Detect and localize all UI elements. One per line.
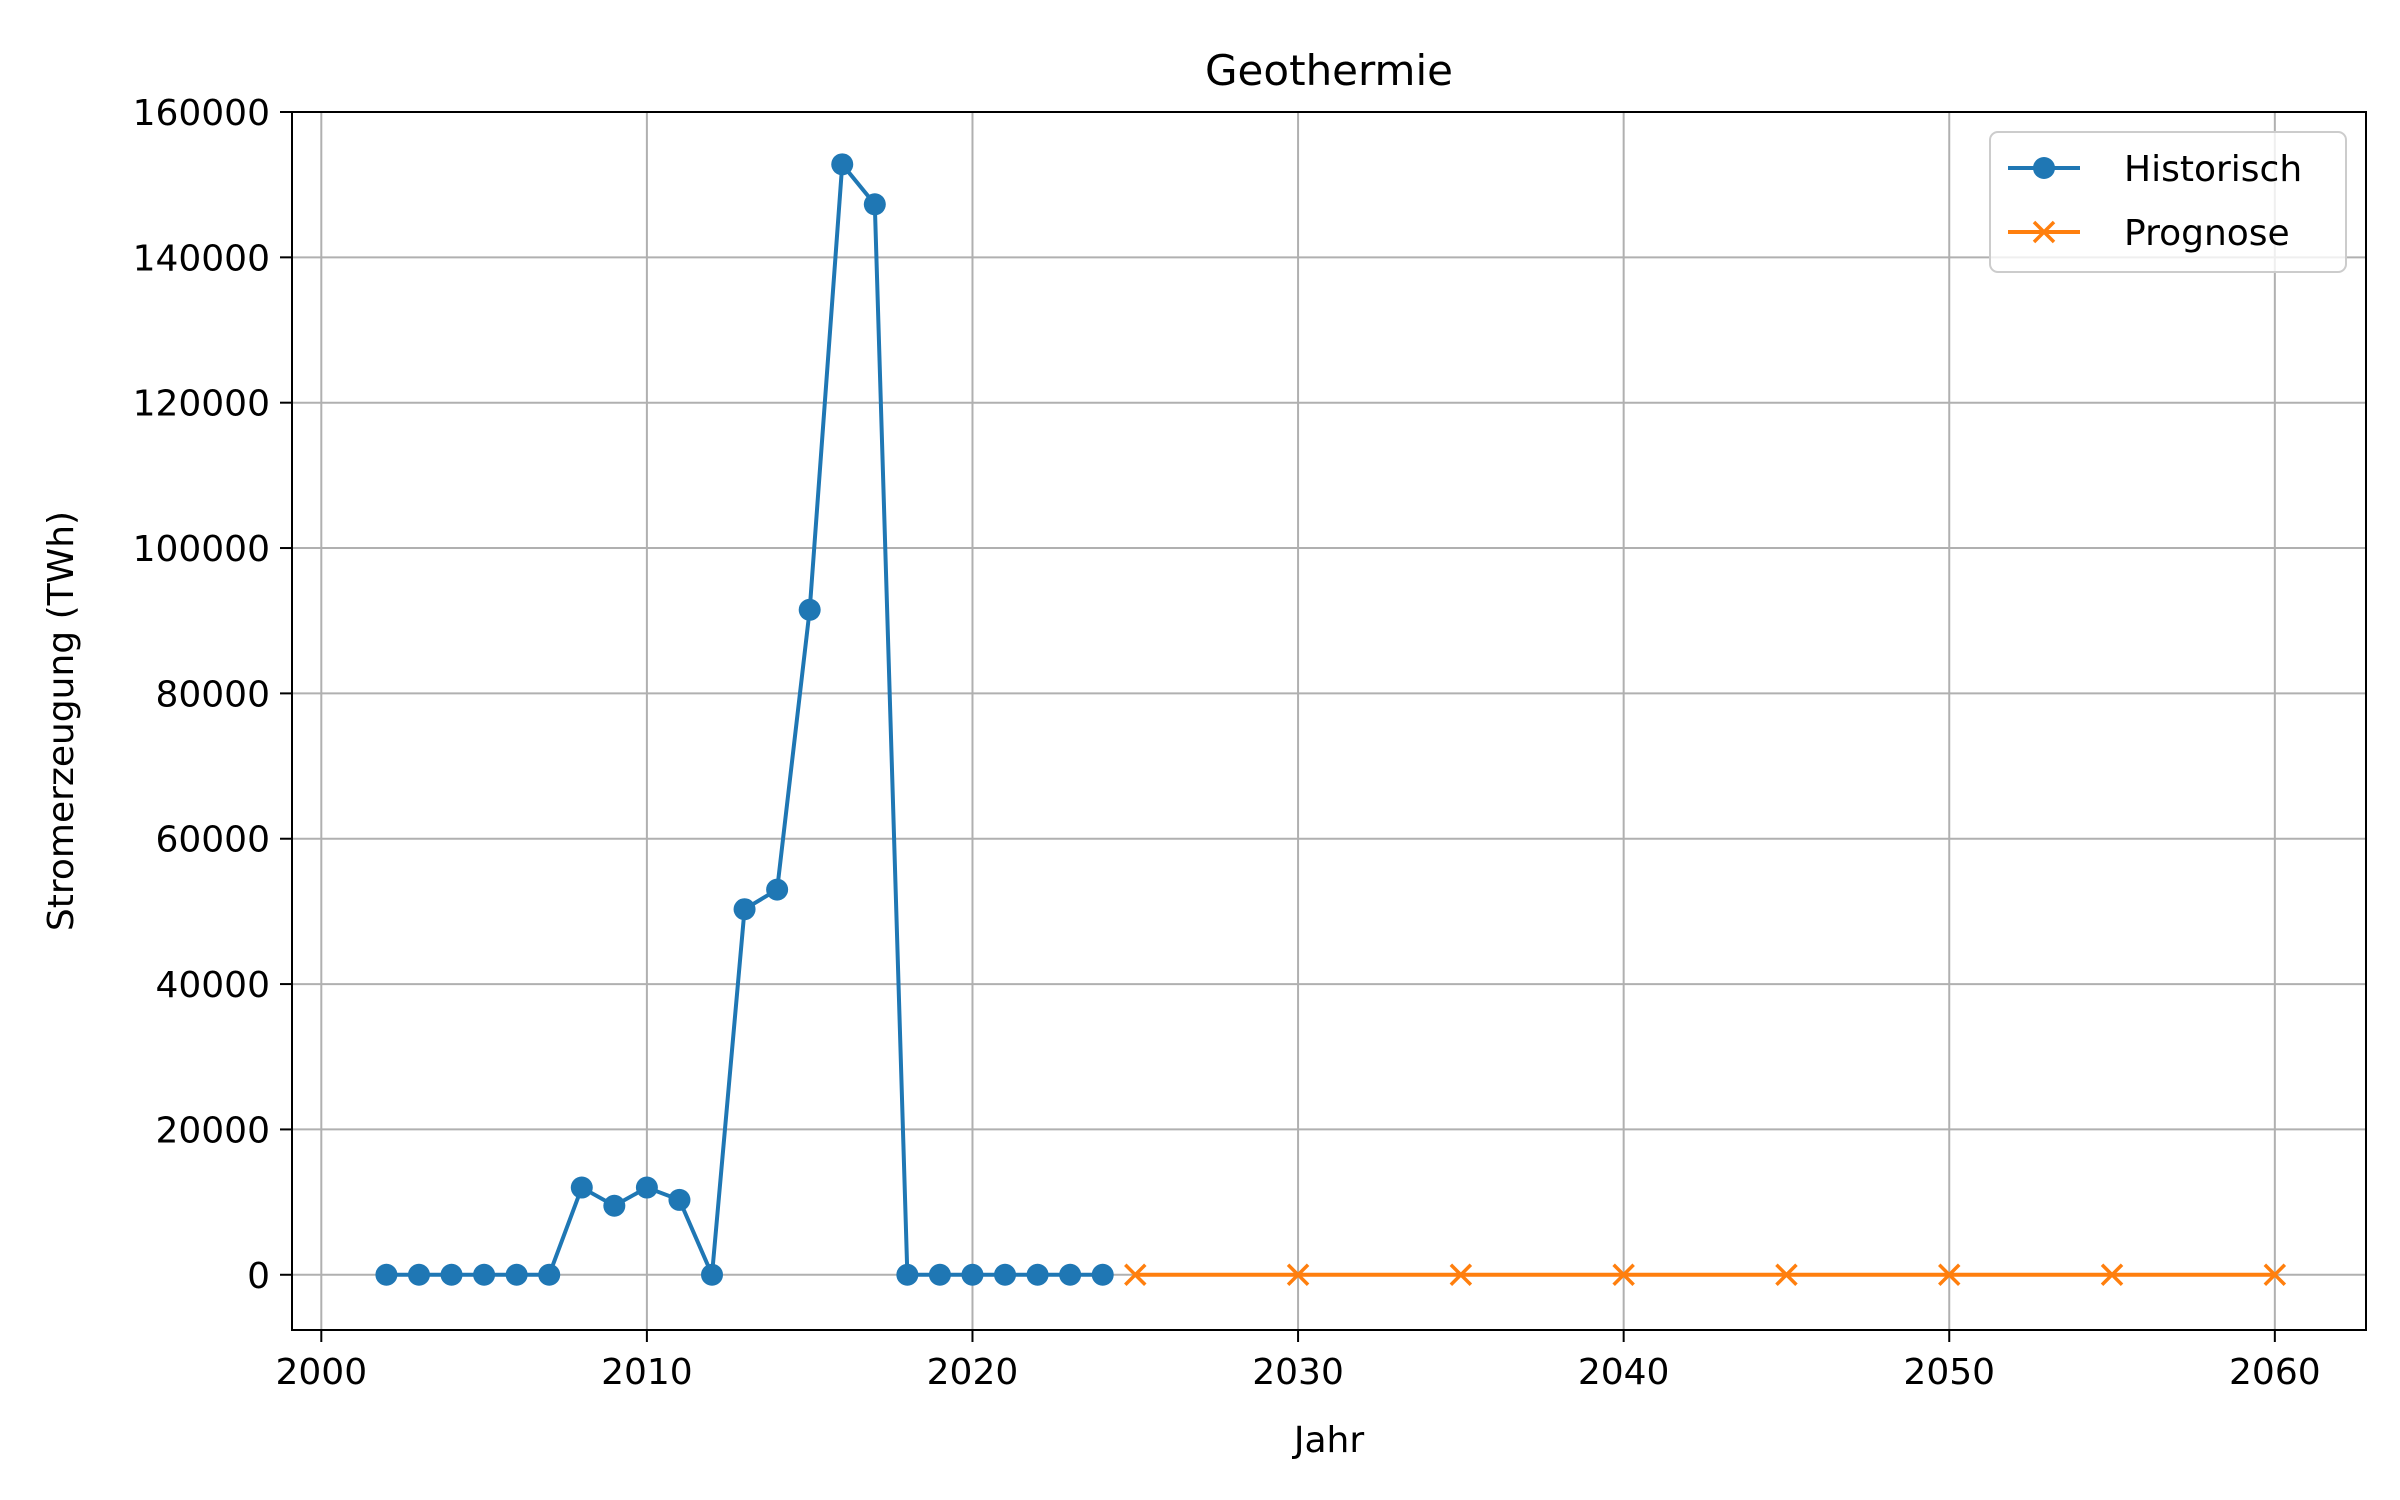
x-tick-label: 2050 [1903,1352,1995,1393]
chart-title: Geothermie [1205,46,1453,95]
y-tick-label: 120000 [133,384,270,425]
y-tick-label: 0 [247,1256,270,1297]
y-tick-label: 160000 [133,93,270,134]
x-axis: 2000 2010 2020 2030 2040 2050 2060 [275,1330,2321,1393]
legend-marker-historisch [2033,157,2055,179]
x-tick-label: 2060 [2229,1352,2321,1393]
x-tick-label: 2010 [601,1352,693,1393]
data-point [635,1176,658,1199]
data-point [961,1263,984,1286]
data-point [896,1263,919,1286]
data-point [798,598,821,621]
data-point [1091,1263,1114,1286]
y-axis-label: Stromerzeugung (TWh) [41,511,82,931]
x-axis-label: Jahr [1292,1420,1364,1461]
data-point [1612,1263,1635,1287]
y-tick-label: 20000 [155,1110,270,1151]
data-point [375,1263,398,1286]
data-point [994,1263,1017,1286]
data-point [440,1263,463,1286]
x-tick-label: 2040 [1578,1352,1670,1393]
y-tick-label: 40000 [155,965,270,1006]
data-point [2100,1263,2124,1287]
y-tick-label: 80000 [155,674,270,715]
data-point [831,153,854,176]
data-point [473,1263,496,1286]
data-point [1449,1263,1473,1287]
series-layer [375,153,2287,1287]
data-point [2263,1263,2287,1287]
plot-frame [291,111,2367,1331]
data-point [1124,1263,1147,1287]
y-tick-label: 100000 [133,529,270,570]
data-point [603,1194,626,1217]
data-point [766,878,789,901]
y-axis: 0 20000 40000 60000 80000 100000 120000 140000 1… [133,93,292,1297]
x-tick-label: 2030 [1252,1352,1344,1393]
data-point [1938,1263,1961,1287]
data-point [505,1263,528,1286]
series-prognose [1124,1263,2287,1287]
data-point [538,1263,561,1286]
x-tick-label: 2000 [275,1352,367,1393]
data-point [1026,1263,1049,1286]
data-point [570,1176,593,1199]
data-point [733,898,756,921]
data-point [407,1263,430,1286]
legend-marker-prognose [2032,220,2056,244]
legend-label-prognose: Prognose [2124,213,2290,254]
data-point [701,1263,724,1286]
data-point [1059,1263,1082,1286]
legend: Historisch Prognose [1989,131,2347,273]
grid [292,111,2366,1330]
data-point [1286,1263,1310,1287]
legend-x-marker [2032,220,2056,244]
data-point [668,1188,691,1211]
y-tick-label: 140000 [133,238,270,279]
data-point [863,193,886,216]
series-historisch [375,153,1114,1286]
data-point [1775,1263,1798,1287]
data-point [928,1263,951,1286]
y-tick-label: 60000 [155,820,270,861]
legend-label-historisch: Historisch [2124,149,2302,190]
x-tick-label: 2020 [927,1352,1019,1393]
